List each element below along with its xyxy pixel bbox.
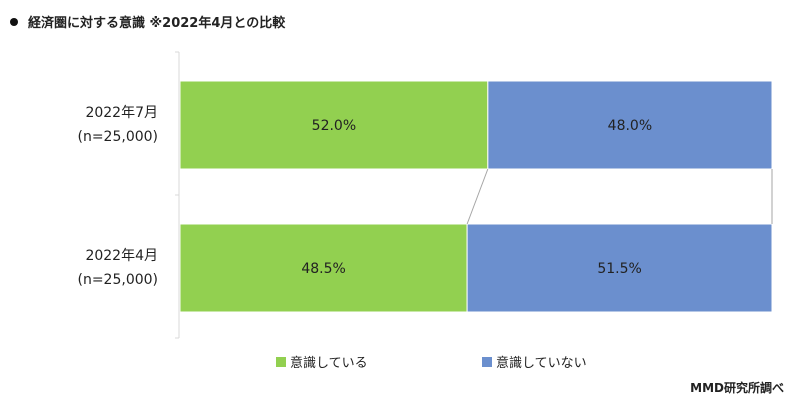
bar-0-1 [487,80,773,170]
chart-title-row: 経済圏に対する意識 ※2022年4月との比較 [10,12,285,31]
legend-label-not-aware: 意識していない [496,356,587,371]
data-label-1-1: 51.5% [597,261,641,277]
legend-item-aware: 意識している [276,352,368,371]
category-label-1-1: (n=25,000) [77,272,158,288]
legend-swatch-aware [276,356,286,367]
legend-swatch-not-aware [482,356,492,367]
chart-title: 経済圏に対する意識 ※2022年4月との比較 [28,16,286,31]
category-label-1-0: 2022年4月 [85,248,158,264]
bar-1-1 [466,223,773,313]
series-line-0 [466,168,489,225]
category-label-0-0: 2022年7月 [85,105,158,121]
bullet-icon [10,17,18,26]
bar-1-0 [179,223,468,313]
data-label-1-0: 48.5% [301,261,345,277]
data-label-0-0: 52.0% [312,118,356,134]
source-credit: MMD研究所調べ [690,381,784,395]
data-label-0-1: 48.0% [608,118,652,134]
legend-label-aware: 意識している [290,356,368,371]
category-label-0-1: (n=25,000) [77,129,158,145]
bar-0-0 [179,80,489,170]
legend-item-not-aware: 意識していない [482,352,587,371]
